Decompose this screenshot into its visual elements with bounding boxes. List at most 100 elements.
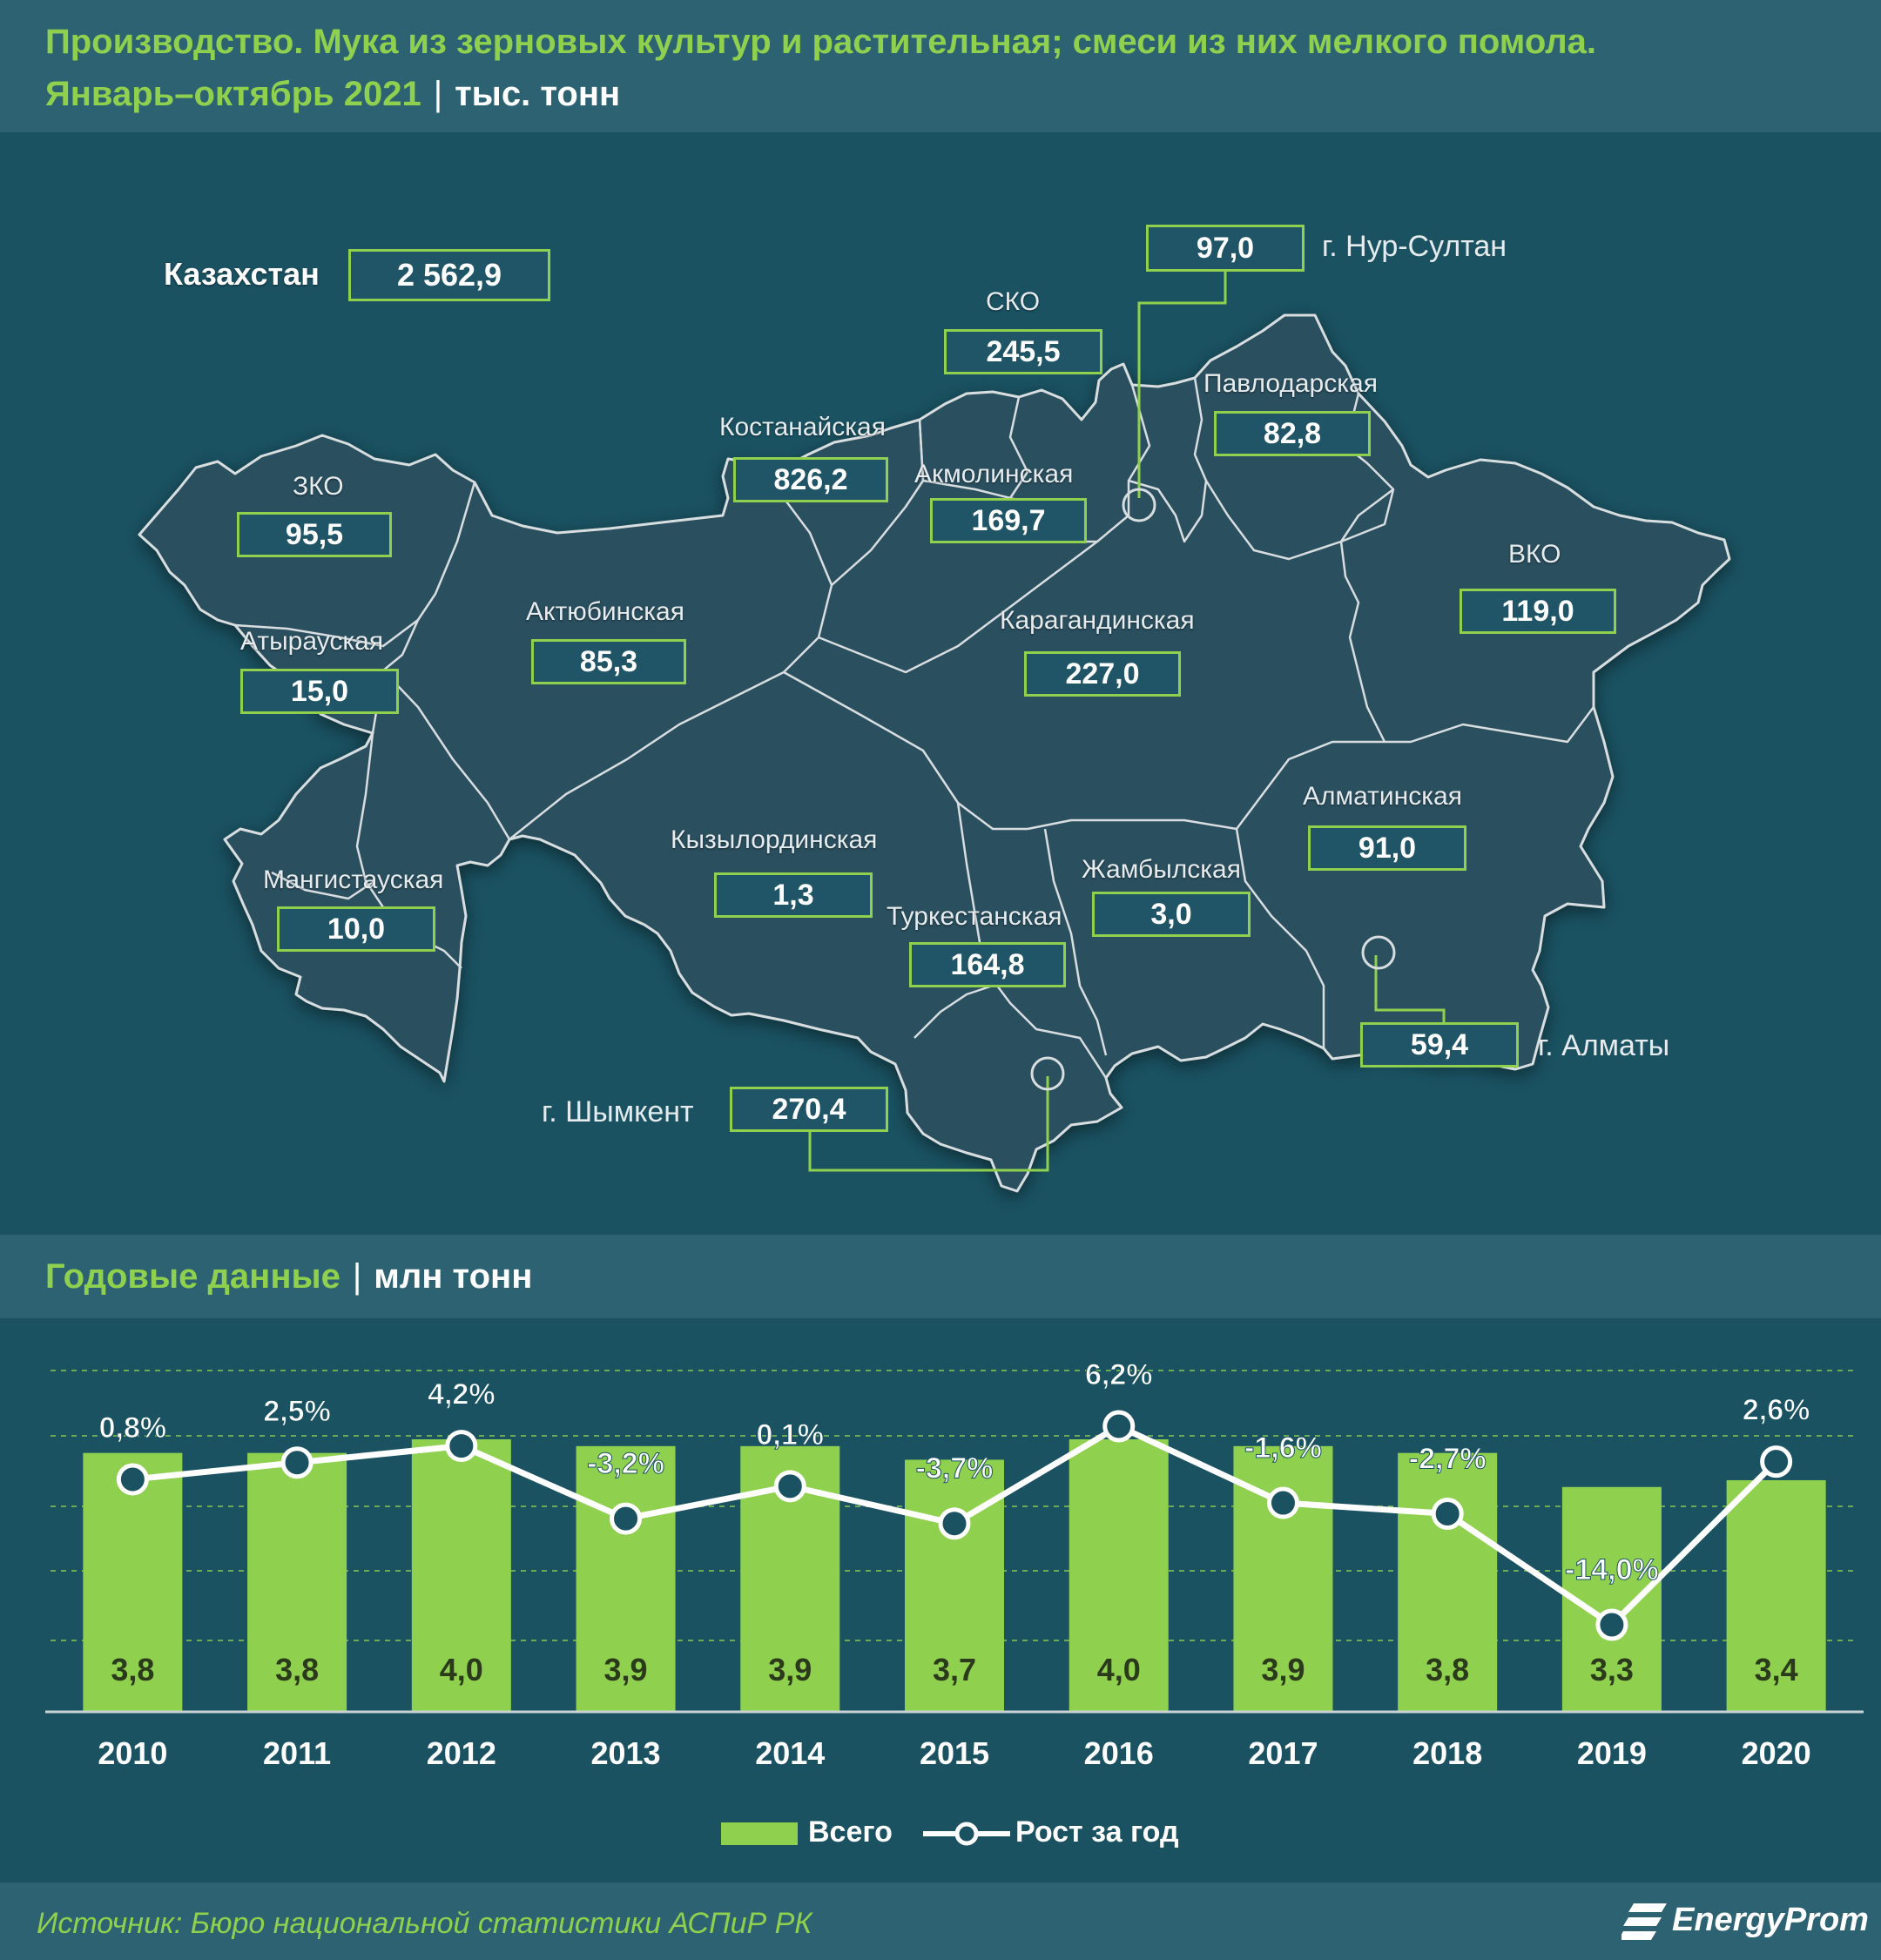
total-label: Казахстан — [164, 256, 320, 292]
footer-band — [0, 1883, 1881, 1960]
legend-line: Рост за год — [923, 1815, 1179, 1849]
logo-text: EnergyProm — [1672, 1902, 1869, 1938]
pavlodar-value: 82,8 — [1214, 411, 1371, 456]
connector-lines — [808, 272, 1446, 1172]
akmola-label: Акмолинская — [914, 460, 1074, 488]
annual-separator: | — [352, 1257, 362, 1296]
almaty-city-value: 59,4 — [1360, 1022, 1519, 1068]
growth-label-2016: 6,2% — [1085, 1358, 1153, 1391]
growth-point-2012 — [445, 1430, 478, 1463]
vko-label: ВКО — [1508, 540, 1561, 569]
growth-point-2011 — [280, 1446, 314, 1479]
turkestan-label: Туркестанская — [887, 902, 1062, 931]
bar-2012 — [411, 1439, 511, 1712]
logo-icon — [1621, 1903, 1667, 1940]
total-value: 2 562,9 — [348, 249, 550, 301]
annual-heading: Годовые данные | млн тонн — [45, 1257, 532, 1297]
kyzylorda-value: 1,3 — [714, 872, 873, 918]
annual-band: Годовые данные | млн тонн — [0, 1235, 1881, 1318]
growth-label-2019: -14,0% — [1565, 1553, 1659, 1586]
bar-2018 — [1398, 1452, 1498, 1712]
bar-value-label-2016: 4,0 — [1097, 1652, 1141, 1687]
bar-value-label-2017: 3,9 — [1261, 1652, 1305, 1687]
chart-title: Производство. Мука из зерновых культур и… — [45, 23, 1597, 61]
karaganda-label: Карагандинская — [1000, 606, 1195, 635]
bar-2011 — [247, 1452, 347, 1712]
zko-label: ЗКО — [293, 472, 344, 501]
growth-label-2013: -3,2% — [587, 1447, 664, 1480]
akmola-value: 169,7 — [930, 498, 1087, 543]
vko-value: 119,0 — [1460, 589, 1616, 634]
turkestan-value: 164,8 — [909, 942, 1066, 987]
growth-label-2012: 4,2% — [428, 1378, 496, 1411]
legend-line-icon — [923, 1822, 1010, 1846]
almaty-city-label: г. Алматы — [1538, 1029, 1670, 1062]
title-band: Производство. Мука из зерновых культур и… — [0, 0, 1881, 132]
mangystau-label: Мангистауская — [263, 865, 444, 894]
growth-point-2017 — [1266, 1486, 1299, 1519]
growth-point-2018 — [1431, 1497, 1464, 1530]
nursultan-marker-icon — [1122, 488, 1156, 522]
legend-bar: Всего — [721, 1815, 893, 1849]
growth-label-2011: 2,5% — [263, 1395, 331, 1428]
growth-point-2016 — [1102, 1410, 1136, 1443]
legend-line-label: Рост за год — [1015, 1815, 1179, 1849]
mangystau-value: 10,0 — [277, 906, 435, 952]
x-tick-2016: 2016 — [1084, 1735, 1154, 1771]
region-borders — [234, 377, 1594, 1079]
bar-value-label-2014: 3,9 — [768, 1652, 812, 1687]
growth-label-2014: 0,1% — [757, 1418, 825, 1451]
growth-point-2010 — [116, 1463, 149, 1496]
map-area: Казахстан 2 562,9 97,0 г. Нур-Султан СКО… — [0, 132, 1881, 1235]
zhambyl-value: 3,0 — [1092, 892, 1251, 937]
growth-point-2015 — [938, 1507, 971, 1540]
kyzylorda-label: Кызылординская — [671, 825, 878, 854]
city-markers — [1030, 488, 1396, 1091]
x-tick-2017: 2017 — [1248, 1735, 1318, 1771]
annual-title: Годовые данные — [45, 1257, 340, 1296]
kostanay-label: Костанайская — [719, 413, 886, 441]
growth-label-2015: -3,7% — [916, 1452, 994, 1485]
bar-value-label-2015: 3,7 — [933, 1652, 976, 1687]
shymkent-marker-icon — [1030, 1056, 1065, 1091]
x-tick-2010: 2010 — [98, 1735, 167, 1771]
annual-chart: 3,8 3,8 4,0 3,9 3,9 3,7 4,0 3,9 3,8 3,3 3,4 0,8% 2,5… — [45, 1358, 1864, 1771]
bar-value-label-2011: 3,8 — [275, 1652, 319, 1687]
bar-value-label-2013: 3,9 — [604, 1652, 648, 1687]
zko-value: 95,5 — [237, 512, 392, 557]
nursultan-value: 97,0 — [1146, 225, 1305, 272]
growth-point-2019 — [1595, 1608, 1628, 1641]
x-tick-2019: 2019 — [1577, 1735, 1647, 1771]
bar-2010 — [83, 1452, 183, 1712]
shymkent-label: г. Шымкент — [542, 1095, 694, 1128]
bar-value-label-2018: 3,8 — [1426, 1652, 1469, 1687]
aktobe-value: 85,3 — [531, 639, 686, 684]
bar-2016 — [1069, 1439, 1169, 1712]
period: Январь–октябрь 2021 — [45, 75, 421, 113]
growth-point-2013 — [610, 1502, 643, 1535]
x-tick-2012: 2012 — [427, 1735, 496, 1771]
karaganda-value: 227,0 — [1024, 651, 1181, 697]
aktobe-label: Актюбинская — [526, 597, 684, 626]
almaty-marker-icon — [1361, 935, 1396, 970]
bar-value-label-2012: 4,0 — [440, 1652, 483, 1687]
chart-area: 3,8 3,8 4,0 3,9 3,9 3,7 4,0 3,9 3,8 3,3 3,4 0,8% 2,5… — [0, 1318, 1881, 1883]
growth-label-2010: 0,8% — [99, 1411, 167, 1445]
x-tick-2014: 2014 — [755, 1735, 825, 1771]
atyrau-label: Атырауская — [240, 627, 384, 656]
annual-unit: млн тонн — [374, 1257, 533, 1296]
kostanay-value: 826,2 — [733, 457, 888, 502]
legend-bar-label: Всего — [808, 1815, 893, 1849]
almaty-region-value: 91,0 — [1308, 825, 1466, 871]
sko-label: СКО — [986, 287, 1041, 316]
kazakhstan-map — [138, 272, 1731, 1193]
sko-value: 245,5 — [944, 329, 1102, 374]
chart-subtitle: Январь–октябрь 2021 | тыс. тонн — [45, 75, 620, 114]
bar-value-label-2020: 3,4 — [1755, 1652, 1798, 1687]
growth-label-2018: -2,7% — [1409, 1442, 1487, 1475]
growth-point-2014 — [773, 1470, 806, 1503]
energyprom-logo: EnergyProm — [1621, 1898, 1869, 1947]
growth-point-2020 — [1760, 1445, 1793, 1478]
atyrau-value: 15,0 — [240, 669, 399, 714]
zhambyl-label: Жамбылская — [1082, 855, 1241, 884]
